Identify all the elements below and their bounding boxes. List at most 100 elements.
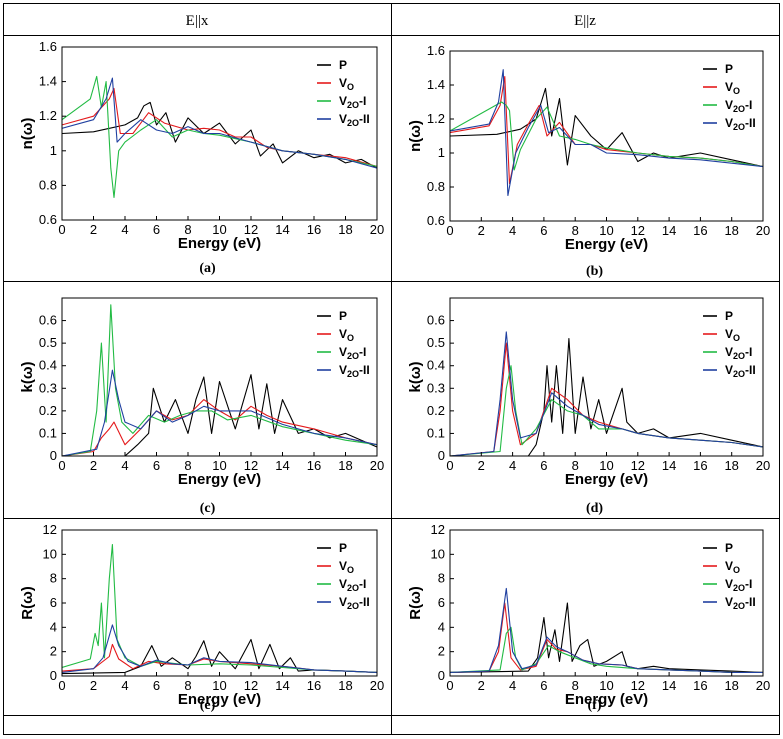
x-tick-label: 12 bbox=[631, 458, 645, 473]
x-tick-label: 4 bbox=[509, 678, 516, 693]
series-line-vo bbox=[62, 399, 377, 456]
x-tick-label: 8 bbox=[572, 458, 579, 473]
y-axis-label: R(ω) bbox=[407, 586, 424, 620]
y-tick-label: 0.5 bbox=[39, 335, 57, 350]
y-tick-label: 0 bbox=[50, 448, 57, 463]
x-tick-label: 6 bbox=[540, 458, 547, 473]
series-line-vo bbox=[450, 342, 763, 456]
x-tick-label: 10 bbox=[212, 458, 226, 473]
y-tick-label: 0 bbox=[438, 448, 445, 463]
x-tick-label: 6 bbox=[153, 222, 160, 237]
legend-label: VO bbox=[725, 80, 740, 96]
x-tick-label: 0 bbox=[446, 458, 453, 473]
legend-label: P bbox=[725, 309, 733, 323]
x-tick-label: 0 bbox=[446, 223, 453, 238]
series-line-p bbox=[62, 638, 377, 675]
x-tick-label: 12 bbox=[244, 222, 258, 237]
y-tick-label: 0.6 bbox=[427, 213, 445, 228]
x-axis-label: Energy (eV) bbox=[565, 236, 648, 253]
x-tick-label: 20 bbox=[756, 678, 770, 693]
legend-label: P bbox=[725, 541, 733, 555]
x-tick-label: 0 bbox=[446, 678, 453, 693]
y-tick-label: 8 bbox=[50, 571, 57, 586]
series-line-p bbox=[62, 374, 377, 456]
panel-label: (c) bbox=[200, 501, 216, 516]
x-tick-label: 14 bbox=[275, 678, 289, 693]
series-line-v2o-i bbox=[450, 101, 763, 171]
panel-d: 0 2 4 6 8 10 12 14 16 18 20 0 0.1 0.2 0.3 0.4 0.5 0.6 Ener… bbox=[407, 297, 770, 516]
x-tick-label: 6 bbox=[153, 458, 160, 473]
legend-label: VO bbox=[339, 76, 354, 92]
y-axis-label: k(ω) bbox=[19, 361, 36, 392]
series-line-vo bbox=[62, 643, 377, 673]
y-tick-label: 4 bbox=[50, 619, 57, 634]
x-tick-label: 8 bbox=[572, 223, 579, 238]
panel-label: (f) bbox=[588, 698, 602, 713]
y-tick-label: 0.4 bbox=[427, 358, 445, 373]
x-tick-label: 4 bbox=[121, 222, 128, 237]
y-tick-label: 0 bbox=[438, 668, 445, 683]
legend-label: V2O-II bbox=[725, 595, 756, 611]
x-tick-label: 2 bbox=[478, 678, 485, 693]
x-tick-label: 14 bbox=[275, 222, 289, 237]
y-axis-label: k(ω) bbox=[407, 361, 424, 392]
y-tick-label: 1.4 bbox=[39, 74, 57, 89]
x-tick-label: 18 bbox=[724, 458, 738, 473]
y-tick-label: 0 bbox=[50, 668, 57, 683]
y-tick-label: 8 bbox=[438, 571, 445, 586]
y-tick-label: 0.6 bbox=[427, 313, 445, 328]
x-axis-label: Energy (eV) bbox=[178, 235, 261, 252]
x-tick-label: 14 bbox=[275, 458, 289, 473]
x-tick-label: 6 bbox=[540, 223, 547, 238]
y-tick-label: 1.6 bbox=[39, 39, 57, 54]
panel-b: 0 2 4 6 8 10 12 14 16 18 20 0.6 0.8 1 1.2 1.4 1.6 Energy … bbox=[407, 43, 770, 279]
legend-label: V2O-II bbox=[725, 363, 756, 379]
legend-label: P bbox=[339, 58, 347, 72]
x-tick-label: 10 bbox=[212, 222, 226, 237]
x-tick-label: 8 bbox=[184, 678, 191, 693]
series-line-p bbox=[450, 602, 763, 673]
header-left: E||x bbox=[186, 13, 209, 29]
series-line-v2o-ii bbox=[62, 369, 377, 456]
series-line-vo bbox=[450, 75, 763, 185]
x-tick-label: 4 bbox=[121, 678, 128, 693]
panel-c: 0 2 4 6 8 10 12 14 16 18 20 0 0.1 0.2 0.3 0.4 0.5 0.6 Ener… bbox=[19, 297, 384, 516]
y-tick-label: 0.6 bbox=[39, 313, 57, 328]
y-tick-label: 0.4 bbox=[39, 358, 57, 373]
x-tick-label: 10 bbox=[599, 458, 613, 473]
x-tick-label: 2 bbox=[90, 222, 97, 237]
x-tick-label: 14 bbox=[662, 458, 676, 473]
y-tick-label: 2 bbox=[438, 644, 445, 659]
x-tick-label: 18 bbox=[338, 678, 352, 693]
x-tick-label: 10 bbox=[599, 223, 613, 238]
y-tick-label: 1.2 bbox=[39, 108, 57, 123]
y-tick-label: 0.8 bbox=[39, 177, 57, 192]
y-tick-label: 6 bbox=[438, 595, 445, 610]
x-tick-label: 2 bbox=[478, 223, 485, 238]
y-tick-label: 1 bbox=[50, 143, 57, 158]
series-line-v2o-ii bbox=[62, 77, 377, 169]
panel-a: 0 2 4 6 8 10 12 14 16 18 20 0.6 0.8 1 1.2 1.4 1.6 Energy … bbox=[19, 39, 384, 276]
series-line-p bbox=[450, 87, 763, 168]
series-line-v2o-ii bbox=[62, 624, 377, 673]
x-axis-label: Energy (eV) bbox=[178, 691, 261, 708]
x-tick-label: 4 bbox=[121, 458, 128, 473]
legend-label: V2O-I bbox=[725, 98, 752, 114]
x-tick-label: 12 bbox=[631, 678, 645, 693]
plot-frame bbox=[449, 50, 764, 222]
x-tick-label: 2 bbox=[90, 678, 97, 693]
legend-label: V2O-I bbox=[339, 577, 366, 593]
x-tick-label: 16 bbox=[693, 458, 707, 473]
x-axis-label: Energy (eV) bbox=[178, 471, 261, 488]
y-tick-label: 0.8 bbox=[427, 179, 445, 194]
series-line-v2o-ii bbox=[450, 69, 763, 197]
y-tick-label: 0.3 bbox=[39, 380, 57, 395]
x-tick-label: 20 bbox=[370, 458, 384, 473]
x-tick-label: 0 bbox=[58, 678, 65, 693]
y-tick-label: 1.4 bbox=[427, 77, 445, 92]
x-tick-label: 2 bbox=[478, 458, 485, 473]
series-line-v2o-ii bbox=[450, 587, 763, 673]
legend-label: VO bbox=[725, 327, 740, 343]
legend-label: V2O-II bbox=[725, 116, 756, 132]
